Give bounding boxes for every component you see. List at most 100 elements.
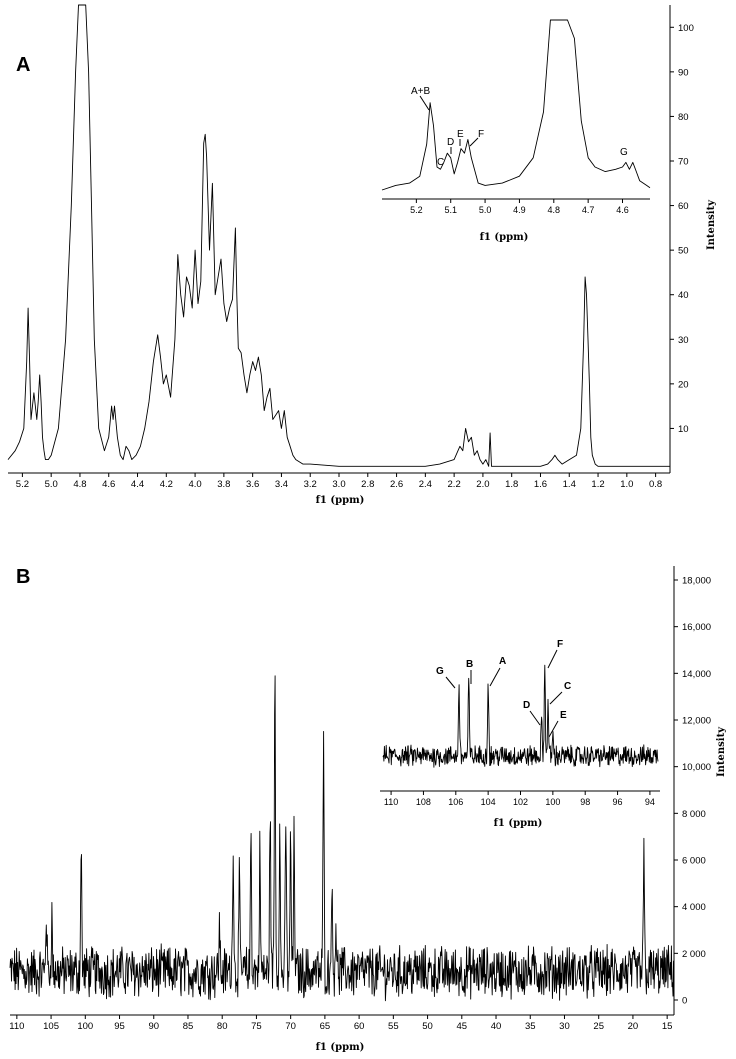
panel-a-x-tick-label: 1.4	[563, 479, 576, 490]
peak-pointer-d	[529, 710, 541, 726]
panel-b-y-tick-label: 10,000	[682, 762, 711, 773]
peak-label-d: D	[523, 700, 530, 711]
peak-label-f: F	[557, 639, 563, 650]
peak-label-e: E	[457, 129, 464, 140]
inset-b-x-tick-label: 110	[384, 797, 398, 807]
panel-a-x-tick-label: 4.4	[131, 479, 144, 490]
panel-b-y-tick-label: 0	[682, 996, 687, 1007]
inset-b-x-tick-label: 98	[580, 797, 590, 807]
panel-b-x-tick-label: 95	[114, 1021, 125, 1032]
peak-label-e: E	[560, 710, 567, 721]
panel-b-y-label: Intensity	[716, 726, 727, 777]
inset-a-x-tick-label: 4.9	[513, 205, 526, 215]
panel-b-inset: 110 108 106 104 102 100 98 96 94 f1 (ppm) G B A …	[380, 639, 660, 829]
panel-a-x-label: f1 (ppm)	[316, 495, 365, 506]
panel-a-x-tick-label: 3.8	[217, 479, 230, 490]
panel-a-y-tick-label: 90	[678, 67, 689, 78]
inset-a-trace	[381, 19, 651, 191]
panel-a-x-tick-label: 1.8	[505, 479, 518, 490]
panel-a-y-tick-label: 10	[678, 424, 689, 435]
inset-b-x-tick-label: 106	[448, 797, 463, 807]
panel-b-x-tick-label: 40	[491, 1021, 502, 1032]
panel-b-x-tick-label: 55	[388, 1021, 399, 1032]
panel-a-y-tick-label: 60	[678, 201, 689, 212]
panel-b-x-tick-label: 100	[77, 1021, 93, 1032]
inset-b-trace	[382, 664, 659, 768]
panel-a-spectrum: A 5.2 5.0 4.8 4.6 4.4 4.2 4.0 3.8 3.6 3.4 3.2 3.0 2.…	[7, 4, 717, 506]
panel-a-x-tick-label: 3.6	[246, 479, 259, 490]
panel-b-x-tick-label: 70	[285, 1021, 296, 1032]
inset-b-x-ticks: 110 108 106 104 102 100 98 96 94	[384, 791, 655, 807]
panel-b-x-tick-label: 60	[354, 1021, 365, 1032]
inset-a-x-tick-label: 5.0	[479, 205, 492, 215]
panel-a-x-tick-label: 2.2	[448, 479, 461, 490]
panel-b-y-tick-label: 12,000	[682, 716, 711, 727]
panel-b-y-tick-label: 6 000	[682, 856, 706, 867]
panel-a-y-tick-label: 30	[678, 335, 689, 346]
panel-a-y-label: Intensity	[706, 199, 717, 250]
panel-b-y-tick-label: 14,000	[682, 669, 711, 680]
panel-b-x-tick-label: 30	[559, 1021, 570, 1032]
panel-b-y-tick-label: 16,000	[682, 622, 711, 633]
panel-b-x-tick-label: 75	[251, 1021, 262, 1032]
inset-a-x-tick-label: 5.2	[410, 205, 423, 215]
inset-b-x-tick-label: 94	[645, 797, 655, 807]
panel-b-x-tick-label: 35	[525, 1021, 536, 1032]
panel-b-x-ticks: 110 105 100 95 90 85 80 75 70 65 60 55 50 45 40 35 30 25 2…	[9, 1015, 672, 1032]
inset-b-x-tick-label: 100	[545, 797, 560, 807]
inset-a-x-tick-label: 4.8	[548, 205, 561, 215]
panel-a-x-tick-label: 3.4	[275, 479, 288, 490]
panel-b-x-tick-label: 50	[422, 1021, 433, 1032]
panel-b-x-tick-label: 80	[217, 1021, 228, 1032]
panel-a-trace	[7, 4, 670, 467]
peak-label-a: A	[499, 656, 506, 667]
panel-b-trace	[9, 675, 675, 1002]
panel-b-spectrum: B 110 105 100 95 90 85 80 75 70 65 60 55 50 45 40 35 30 2…	[9, 566, 727, 1053]
peak-pointer-a	[489, 667, 501, 687]
panel-b-x-tick-label: 45	[457, 1021, 468, 1032]
panel-a-y-tick-label: 50	[678, 246, 689, 257]
peak-label-g: G	[620, 147, 628, 158]
panel-a-x-tick-label: 2.4	[419, 479, 432, 490]
panel-a-x-tick-label: 2.8	[361, 479, 374, 490]
panel-a-x-tick-label: 1.6	[534, 479, 547, 490]
peak-pointer-c	[549, 691, 563, 705]
panel-b-x-tick-label: 85	[183, 1021, 194, 1032]
panel-b-letter: B	[16, 566, 30, 588]
panel-a-x-tick-label: 1.0	[620, 479, 633, 490]
peak-label-b: B	[466, 659, 473, 670]
panel-a-x-tick-label: 4.0	[188, 479, 201, 490]
panel-b-x-tick-label: 65	[320, 1021, 331, 1032]
panel-a-y-tick-label: 80	[678, 112, 689, 123]
panel-b-y-tick-label: 8 000	[682, 809, 706, 820]
panel-a-x-tick-label: 4.2	[160, 479, 173, 490]
peak-label-c: C	[564, 681, 571, 692]
peak-pointer-f	[547, 649, 558, 669]
panel-a-x-tick-label: 3.0	[332, 479, 345, 490]
panel-b-x-tick-label: 25	[593, 1021, 604, 1032]
panel-a-x-tick-label: 2.6	[390, 479, 403, 490]
inset-a-x-tick-label: 4.7	[582, 205, 595, 215]
inset-a-x-ticks: 5.2 5.1 5.0 4.9 4.8 4.7 4.6	[410, 199, 629, 215]
panel-a-letter: A	[16, 54, 30, 76]
panel-b-x-label: f1 (ppm)	[316, 1042, 365, 1053]
panel-a-x-tick-label: 5.2	[16, 479, 29, 490]
panel-b-y-ticks: 0 2 000 4 000 6 000 8 000 10,000 12,000 14,000 1…	[674, 576, 711, 1007]
peak-pointer-ab	[419, 95, 430, 111]
inset-a-x-label: f1 (ppm)	[480, 232, 529, 243]
peak-label-ab: A+B	[411, 86, 431, 97]
panel-a-y-tick-label: 20	[678, 379, 689, 390]
panel-a-inset: 5.2 5.1 5.0 4.9 4.8 4.7 4.6 f1 (ppm) A+B C D E…	[381, 19, 651, 243]
panel-b-x-tick-label: 90	[148, 1021, 159, 1032]
peak-pointer-g	[445, 676, 456, 689]
peak-pointer-e	[548, 720, 559, 738]
panel-b-y-tick-label: 2 000	[682, 949, 706, 960]
inset-b-x-tick-label: 108	[416, 797, 431, 807]
panel-a-y-tick-label: 100	[678, 23, 694, 34]
panel-a-x-tick-label: 0.8	[649, 479, 662, 490]
panel-a-x-tick-label: 1.2	[591, 479, 604, 490]
peak-label-f: F	[478, 129, 484, 140]
peak-label-g: G	[436, 666, 444, 677]
panel-a-x-tick-label: 4.8	[73, 479, 86, 490]
